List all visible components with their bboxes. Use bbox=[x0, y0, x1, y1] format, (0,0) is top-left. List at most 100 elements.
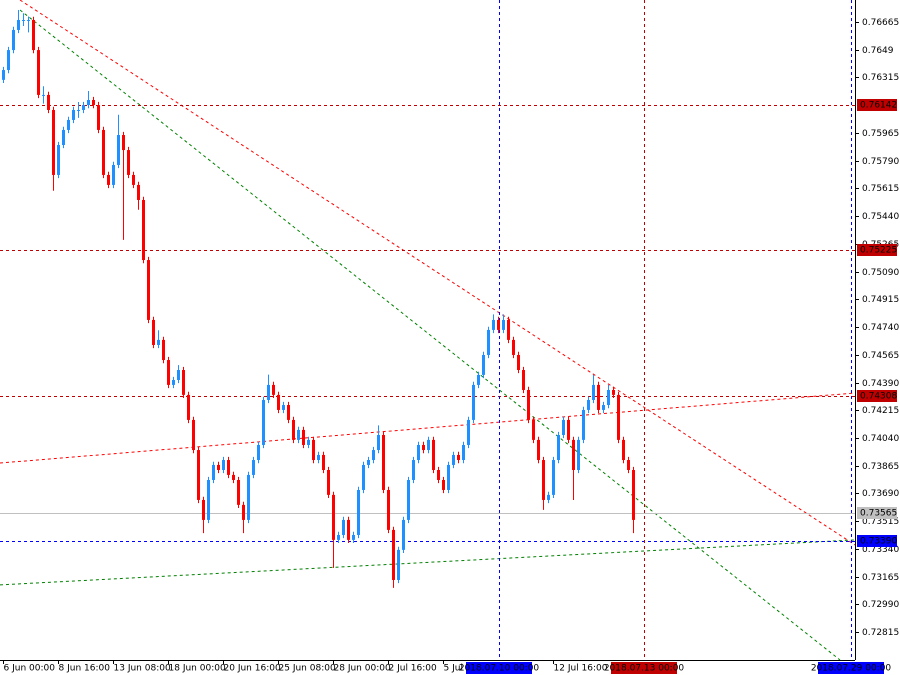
candle-body bbox=[592, 384, 595, 400]
price-label-box bbox=[857, 390, 897, 402]
price-label-box bbox=[857, 244, 897, 256]
candle-body bbox=[622, 439, 625, 461]
candle-body bbox=[262, 399, 265, 445]
candle-body bbox=[577, 439, 580, 471]
candle-body bbox=[462, 444, 465, 461]
candle-body bbox=[567, 419, 570, 440]
trendline bbox=[19, 0, 855, 546]
candle-body bbox=[332, 494, 335, 540]
candle-body bbox=[352, 534, 355, 540]
candle-body bbox=[222, 460, 225, 471]
x-tick-label: 25 Jun 08:00 bbox=[279, 664, 336, 674]
candle-body bbox=[182, 370, 185, 395]
candle-body bbox=[377, 434, 380, 451]
candle-body bbox=[527, 389, 530, 420]
candle-body bbox=[302, 429, 305, 445]
candle-body bbox=[12, 29, 15, 51]
time-label: 2018.07.29 00:00 bbox=[811, 664, 892, 674]
candle-body bbox=[192, 419, 195, 451]
y-tick-label: 0.74040 bbox=[862, 434, 899, 444]
candle-body bbox=[127, 150, 130, 175]
candle-body bbox=[247, 474, 250, 520]
candle-body bbox=[322, 454, 325, 471]
candle-body bbox=[277, 394, 280, 410]
candle-body bbox=[52, 109, 55, 175]
candle-body bbox=[152, 319, 155, 345]
candle-body bbox=[167, 360, 170, 385]
candle-body bbox=[2, 70, 5, 80]
candle-body bbox=[147, 260, 150, 320]
candle-body bbox=[257, 444, 260, 461]
y-tick-label: 0.73165 bbox=[862, 573, 899, 583]
time-label-box bbox=[466, 662, 532, 674]
candle-body bbox=[617, 394, 620, 440]
candle-body bbox=[17, 19, 20, 30]
candle-body bbox=[7, 50, 10, 71]
candle-body bbox=[357, 489, 360, 535]
candle-body bbox=[197, 450, 200, 500]
candle-body bbox=[522, 370, 525, 390]
candle-body bbox=[562, 419, 565, 435]
candle-body bbox=[432, 439, 435, 471]
candle-body bbox=[122, 135, 125, 151]
candle-body bbox=[337, 534, 340, 540]
candle-body bbox=[77, 109, 80, 111]
y-tick-label: 0.74915 bbox=[862, 295, 899, 305]
candle-body bbox=[467, 419, 470, 445]
candle-body bbox=[97, 105, 100, 130]
y-tick-label: 0.75965 bbox=[862, 129, 899, 139]
time-label: 2018.07.10 00:00 bbox=[459, 664, 540, 674]
candle-body bbox=[532, 419, 535, 440]
candle-body bbox=[312, 439, 315, 461]
candle-body bbox=[502, 319, 505, 330]
candle-body bbox=[347, 519, 350, 540]
candle-body bbox=[267, 384, 270, 400]
candle-body bbox=[92, 99, 95, 106]
candle-body bbox=[427, 439, 430, 451]
candle-body bbox=[372, 450, 375, 461]
candle-body bbox=[632, 470, 635, 520]
y-tick-label: 0.73340 bbox=[862, 545, 899, 555]
candle-body bbox=[552, 460, 555, 495]
candle-body bbox=[397, 549, 400, 580]
candle-body bbox=[177, 370, 180, 380]
y-tick-label: 0.75440 bbox=[862, 212, 899, 222]
candle-body bbox=[227, 460, 230, 475]
price-label-box bbox=[857, 535, 897, 547]
candle-body bbox=[27, 19, 30, 21]
y-tick-label: 0.74215 bbox=[862, 406, 899, 416]
y-tick-label: 0.75615 bbox=[862, 184, 899, 194]
candle-body bbox=[47, 94, 50, 110]
candle-body bbox=[82, 105, 85, 110]
candle-body bbox=[87, 99, 90, 106]
candle-body bbox=[272, 384, 275, 395]
candle-body bbox=[172, 379, 175, 385]
price-label-box bbox=[857, 99, 897, 111]
candle-body bbox=[102, 129, 105, 175]
candle-body bbox=[442, 479, 445, 490]
y-tick-label: 0.75090 bbox=[862, 268, 899, 278]
price-label: 0.73390 bbox=[860, 537, 897, 547]
candle-body bbox=[407, 479, 410, 520]
y-tick-label: 0.74565 bbox=[862, 351, 899, 361]
candle-body bbox=[492, 319, 495, 330]
y-tick-label: 0.76665 bbox=[862, 18, 899, 28]
candle-body bbox=[457, 454, 460, 461]
price-label: 0.73565 bbox=[860, 509, 897, 519]
candle-body bbox=[537, 439, 540, 461]
candle-body bbox=[507, 319, 510, 340]
candle-body bbox=[602, 405, 605, 410]
y-tick-label: 0.73690 bbox=[862, 489, 899, 499]
candle-body bbox=[382, 434, 385, 490]
x-tick-label: 12 Jul 16:00 bbox=[554, 664, 608, 674]
candle-body bbox=[242, 504, 245, 520]
candle-body bbox=[32, 19, 35, 51]
candle-body bbox=[402, 519, 405, 550]
y-tick-label: 0.75790 bbox=[862, 157, 899, 167]
y-tick-label: 0.7649 bbox=[862, 46, 894, 56]
candle-body bbox=[342, 519, 345, 535]
candle-body bbox=[452, 454, 455, 465]
candle-body bbox=[542, 460, 545, 500]
